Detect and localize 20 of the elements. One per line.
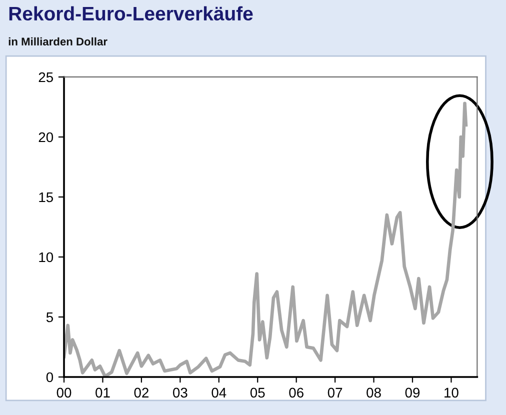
x-tick-label: 02: [134, 388, 148, 398]
x-tick-label: 08: [366, 388, 381, 398]
y-tick-label: 15: [39, 192, 54, 202]
y-tick-label: 25: [38, 72, 54, 82]
y-tick-label: 20: [38, 132, 54, 142]
y-tick-label: 0: [46, 372, 54, 382]
x-tick-label: 03: [172, 388, 188, 398]
x-tick-label: 00: [56, 388, 72, 398]
x-tick-label: 07: [328, 388, 342, 398]
x-tick-label: 09: [405, 388, 420, 398]
y-tick-label: 5: [46, 312, 54, 322]
x-tick-label: 05: [250, 388, 265, 398]
chart-subtitle: in Milliarden Dollar: [8, 37, 108, 46]
x-tick-label: 01: [96, 388, 110, 398]
x-tick-label: 10: [444, 388, 458, 398]
line-series: [64, 102, 468, 377]
y-tick-label: 10: [39, 252, 54, 262]
x-tick-label: 06: [289, 388, 304, 398]
chart-title: Rekord-Euro-Leerverkäufe: [9, 6, 253, 21]
x-tick-label: 04: [212, 388, 226, 398]
